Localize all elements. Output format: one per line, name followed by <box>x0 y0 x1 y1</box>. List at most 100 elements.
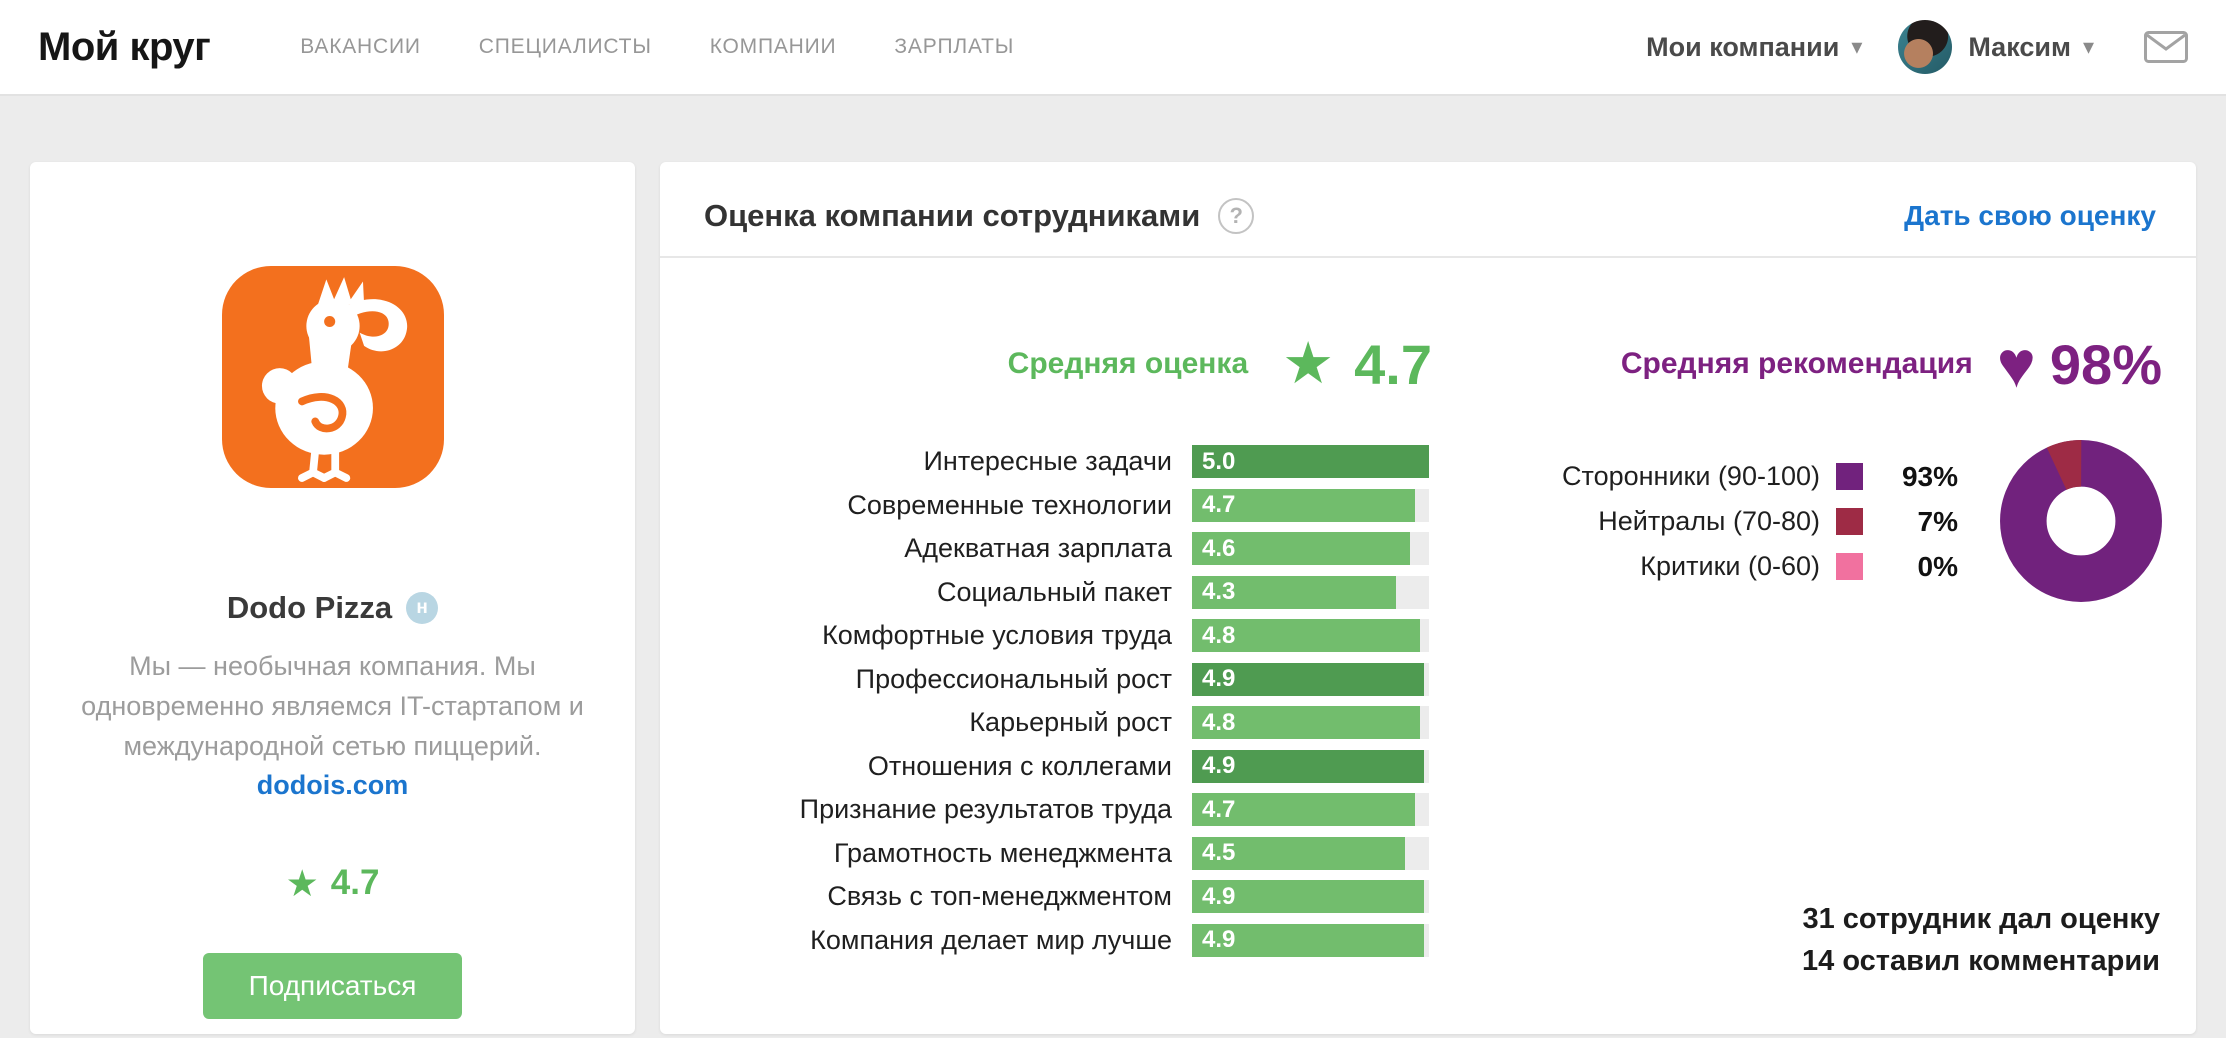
bar-fill: 4.7 <box>1192 488 1415 522</box>
bar-fill: 5.0 <box>1192 445 1429 479</box>
bar-track: 4.8 <box>1192 706 1429 740</box>
bar-label: Современные технологии <box>847 489 1172 520</box>
bar-fill: 4.9 <box>1192 749 1425 783</box>
my-companies-label: Мои компании <box>1646 31 1840 62</box>
bar-value: 5.0 <box>1202 447 1236 475</box>
star-icon: ★ <box>1282 331 1335 396</box>
mail-icon[interactable] <box>2144 31 2188 63</box>
site-header: Мой круг ВАКАНСИИ СПЕЦИАЛИСТЫ КОМПАНИИ ЗАРП… <box>0 0 2226 96</box>
nav-item[interactable]: КОМПАНИИ <box>709 35 837 58</box>
bar-label: Связь с топ-менеджментом <box>827 881 1172 912</box>
rating-bar-row: Интересные задачи 5.0 <box>660 440 1432 484</box>
legend-swatch <box>1836 553 1863 580</box>
bar-value: 4.9 <box>1202 926 1236 954</box>
company-name-row: Dodo Pizza н <box>226 590 439 626</box>
bar-label: Компания делает мир лучше <box>810 924 1172 955</box>
company-rating: ★ 4.7 <box>286 863 380 903</box>
bar-label: Признание результатов труда <box>799 794 1172 825</box>
bar-fill: 4.6 <box>1192 532 1411 566</box>
bar-fill: 4.7 <box>1192 793 1415 827</box>
panel-header: Оценка компании сотрудниками ? Дать свою… <box>704 198 2156 234</box>
subscribe-button[interactable]: Подписаться <box>202 953 463 1019</box>
rating-bar-row: Отношения с коллегами 4.9 <box>660 745 1432 789</box>
rating-bar-row: Социальный пакет 4.3 <box>660 571 1432 615</box>
bar-fill: 4.8 <box>1192 706 1420 740</box>
average-rating-group: Средняя оценка ★ 4.7 <box>660 322 1432 406</box>
bar-value: 4.3 <box>1202 578 1236 606</box>
legend-value: 93% <box>1901 460 1958 492</box>
average-recommendation-group: Средняя рекомендация ♥ 98% <box>1621 322 2162 406</box>
company-logo-dodo-bird <box>221 266 444 488</box>
user-menu[interactable]: Максим ▾ <box>1968 32 2094 63</box>
panel-title: Оценка компании сотрудниками <box>704 198 1201 233</box>
legend-label: Критики (0-60) <box>1640 551 1820 581</box>
legend-label: Нейтралы (70-80) <box>1598 506 1820 536</box>
main-nav: ВАКАНСИИ СПЕЦИАЛИСТЫ КОМПАНИИ ЗАРПЛАТЫ <box>300 35 1014 59</box>
bar-label: Социальный пакет <box>936 576 1172 607</box>
rating-bar-row: Карьерный рост 4.8 <box>660 701 1432 745</box>
bar-label: Отношения с коллегами <box>867 750 1172 781</box>
rating-bar-row: Связь с топ-менеджментом 4.9 <box>660 875 1432 919</box>
rating-bar-row: Признание результатов труда 4.7 <box>660 788 1432 832</box>
bar-track: 4.7 <box>1192 793 1429 827</box>
rating-bar-row: Компания делает мир лучше 4.9 <box>660 919 1432 963</box>
legend-row: Нейтралы (70-80) 7% <box>1530 499 1958 544</box>
company-description: Мы — необычная компания. Мы одновременно… <box>81 651 584 761</box>
average-rating-value: 4.7 <box>1354 332 1432 396</box>
bar-label: Карьерный рост <box>969 707 1172 738</box>
site-logo[interactable]: Мой круг <box>38 24 211 69</box>
chevron-down-icon: ▾ <box>1851 34 1863 59</box>
heart-icon: ♥ <box>1996 327 2036 401</box>
bar-value: 4.6 <box>1202 534 1236 562</box>
company-card: Dodo Pizza н Мы — необычная компания. Мы… <box>30 162 635 1034</box>
ratings-panel: Оценка компании сотрудниками ? Дать свою… <box>660 162 2196 1034</box>
bar-fill: 4.5 <box>1192 836 1406 870</box>
rating-bar-row: Современные технологии 4.7 <box>660 484 1432 528</box>
give-rating-link[interactable]: Дать свою оценку <box>1904 200 2156 231</box>
bar-track: 4.5 <box>1192 836 1429 870</box>
bar-track: 4.9 <box>1192 749 1429 783</box>
company-website-link[interactable]: dodois.com <box>256 770 409 800</box>
bar-track: 4.3 <box>1192 575 1429 609</box>
avatar[interactable] <box>1898 20 1953 74</box>
chevron-down-icon: ▾ <box>2082 34 2094 59</box>
divider <box>660 256 2196 258</box>
legend-swatch <box>1836 463 1863 490</box>
bar-track: 4.9 <box>1192 880 1429 914</box>
my-companies-menu[interactable]: Мои компании ▾ <box>1646 32 1862 63</box>
rating-bar-row: Комфортные условия труда 4.8 <box>660 614 1432 658</box>
company-name: Dodo Pizza <box>226 590 393 625</box>
bar-track: 4.6 <box>1192 532 1429 566</box>
bar-label: Грамотность менеджмента <box>833 837 1172 868</box>
recommendation-donut-chart <box>2000 440 2162 602</box>
user-name: Максим <box>1968 31 2071 62</box>
average-rating-label: Средняя оценка <box>1007 347 1249 380</box>
legend-value: 0% <box>1917 550 1958 582</box>
star-icon: ★ <box>285 862 319 904</box>
nav-item[interactable]: ЗАРПЛАТЫ <box>894 35 1015 58</box>
bar-track: 4.7 <box>1192 488 1429 522</box>
recommendation-legend: Сторонники (90-100) 93% Нейтралы (70-80)… <box>1530 454 1958 589</box>
bar-value: 4.9 <box>1202 752 1236 780</box>
hiring-badge[interactable]: н <box>406 592 439 624</box>
bar-label: Интересные задачи <box>923 446 1172 477</box>
bar-value: 4.9 <box>1202 665 1236 693</box>
rating-bar-row: Профессиональный рост 4.9 <box>660 658 1432 702</box>
average-recommendation-label: Средняя рекомендация <box>1620 347 1973 380</box>
bar-fill: 4.8 <box>1192 619 1420 653</box>
bar-track: 5.0 <box>1192 445 1429 479</box>
legend-swatch <box>1836 508 1863 535</box>
bar-fill: 4.9 <box>1192 880 1425 914</box>
bar-label: Комфортные условия труда <box>822 620 1172 651</box>
bar-value: 4.8 <box>1202 708 1236 736</box>
rating-bar-row: Адекватная зарплата 4.6 <box>660 527 1432 571</box>
header-right: Мои компании ▾ Максим ▾ <box>1646 20 2188 74</box>
panel-footer: 31 сотрудник дал оценку 14 оставил комме… <box>1802 898 2160 982</box>
legend-value: 7% <box>1917 505 1958 537</box>
nav-item[interactable]: СПЕЦИАЛИСТЫ <box>478 35 652 58</box>
ratings-bar-chart: Интересные задачи 5.0 Современные технол… <box>660 440 1432 962</box>
nav-item[interactable]: ВАКАНСИИ <box>300 35 421 58</box>
help-icon[interactable]: ? <box>1218 198 1255 234</box>
bar-fill: 4.9 <box>1192 662 1425 696</box>
page-content: Dodo Pizza н Мы — необычная компания. Мы… <box>0 96 2226 1034</box>
